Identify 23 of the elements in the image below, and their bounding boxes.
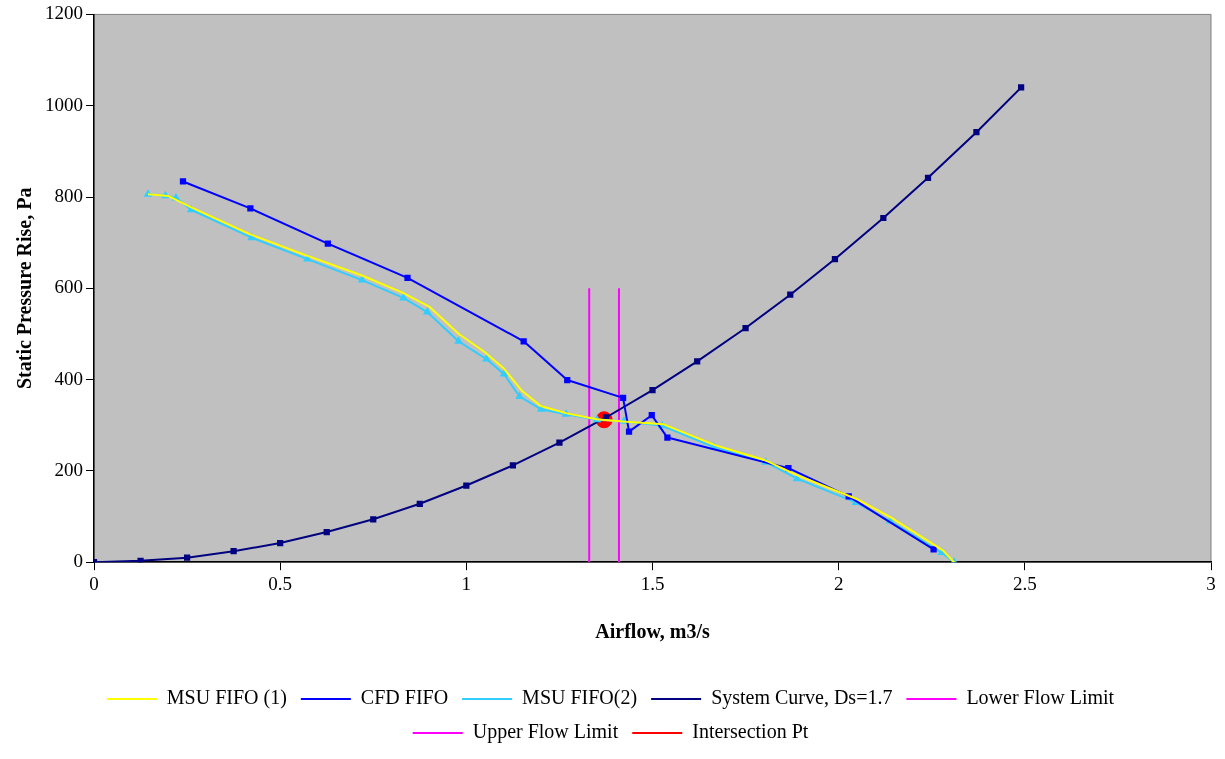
- y-tick-label: 1000: [45, 93, 83, 115]
- y-tick-label: 800: [54, 184, 83, 206]
- y-tick-label: 0: [73, 550, 83, 572]
- y-tick-label: 400: [54, 367, 83, 389]
- y-tick-label: 600: [54, 276, 83, 298]
- x-tick-label: 3: [1206, 572, 1216, 594]
- legend-label: Intersection Pt: [692, 720, 809, 743]
- legend-label: MSU FIFO(2): [522, 686, 638, 710]
- legend-label: System Curve, Ds=1.7: [711, 686, 893, 710]
- x-axis-title: Airflow, m3/s: [595, 620, 710, 643]
- x-tick-label: 1: [461, 572, 472, 594]
- x-tick-label: 0: [89, 572, 99, 594]
- x-tick-label: 1.5: [640, 572, 665, 594]
- x-tick-label: 2.5: [1012, 572, 1037, 594]
- y-axis-title: Static Pressure Rise, Pa: [13, 187, 36, 390]
- x-tick-label: 0.5: [268, 572, 293, 594]
- y-tick-label: 200: [54, 458, 83, 480]
- x-tick-label: 2: [833, 572, 844, 594]
- y-tick-label: 1200: [45, 2, 83, 24]
- legend-label: Upper Flow Limit: [472, 720, 619, 744]
- legend-label: Lower Flow Limit: [966, 686, 1115, 709]
- legend-label: MSU FIFO (1): [166, 686, 287, 710]
- legend-label: CFD FIFO: [360, 686, 449, 709]
